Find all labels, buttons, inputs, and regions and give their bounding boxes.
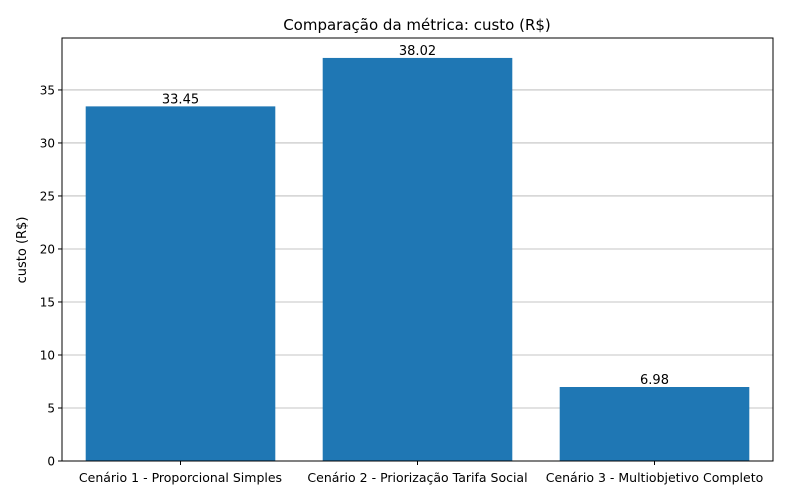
y-tick-label: 15 — [40, 295, 55, 309]
x-axis: Cenário 1 - Proporcional Simples Cenário … — [79, 461, 763, 485]
bar-value-label: 38.02 — [399, 44, 436, 59]
bar — [85, 106, 276, 461]
x-tick-label: Cenário 2 - Priorização Tarifa Social — [307, 470, 527, 485]
y-axis: 0 5 10 15 20 25 30 35 — [40, 83, 62, 469]
bar-value-label: 6.98 — [640, 373, 669, 388]
y-tick-label: 20 — [40, 242, 55, 256]
y-tick-label: 25 — [40, 189, 55, 203]
y-tick-label: 30 — [40, 136, 55, 150]
bar — [559, 387, 750, 461]
y-axis-title: custo (R$) — [15, 217, 30, 284]
y-tick-label: 35 — [40, 83, 55, 97]
y-tick-label: 10 — [40, 348, 55, 362]
bar — [322, 57, 513, 462]
bar-value-labels: 33.45 38.02 6.98 — [162, 44, 669, 388]
chart-title: Comparação da métrica: custo (R$) — [283, 16, 551, 34]
bars — [85, 57, 750, 462]
bar-value-label: 33.45 — [162, 92, 199, 107]
x-tick-label: Cenário 3 - Multiobjetivo Completo — [546, 470, 764, 485]
y-tick-label: 0 — [47, 455, 55, 469]
x-tick-label: Cenário 1 - Proporcional Simples — [79, 470, 282, 485]
y-tick-label: 5 — [47, 401, 55, 415]
